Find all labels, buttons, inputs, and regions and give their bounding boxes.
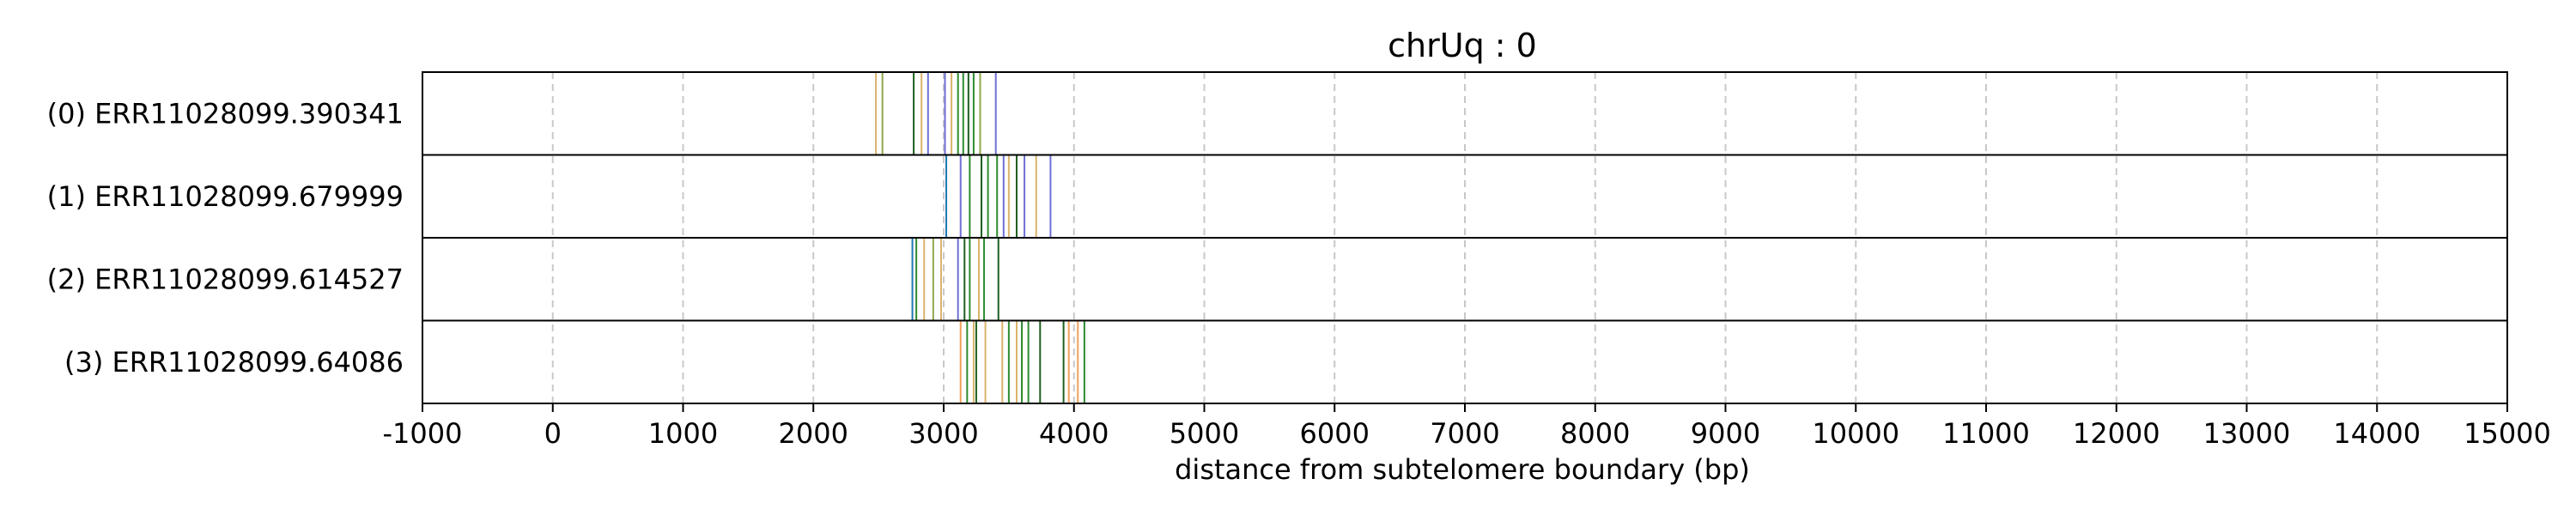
- x-tick-label: 11000: [1942, 417, 2030, 450]
- x-tick-label: 3000: [908, 417, 978, 450]
- x-tick-label: 14000: [2333, 417, 2421, 450]
- event-layer: [875, 72, 1085, 403]
- x-tick-label: 5000: [1170, 417, 1239, 450]
- row-label-layer: (0) ERR11028099.390341 (1) ERR11028099.67…: [47, 97, 404, 379]
- x-axis-label: distance from subtelomere boundary (bp): [1175, 453, 1750, 486]
- x-tick-label: 6000: [1300, 417, 1370, 450]
- x-tick-label: 7000: [1430, 417, 1499, 450]
- x-tick-label: 2000: [779, 417, 848, 450]
- x-tick-label: -1000: [383, 417, 463, 450]
- x-axis-ticks: -1000 0 1000 2000 3000 4000 5000 6000 7000 8000 90…: [383, 403, 2551, 450]
- x-tick-label: 4000: [1039, 417, 1109, 450]
- row-label: (0) ERR11028099.390341: [47, 97, 404, 130]
- x-tick-label: 13000: [2203, 417, 2291, 450]
- x-tick-label: 9000: [1691, 417, 1760, 450]
- x-tick-label: 1000: [648, 417, 718, 450]
- x-tick-label: 10000: [1812, 417, 1899, 450]
- chart-title: chrUq : 0: [1388, 27, 1537, 64]
- x-tick-label: 12000: [2073, 417, 2160, 450]
- row-label: (1) ERR11028099.679999: [47, 180, 404, 213]
- x-tick-label: 15000: [2464, 417, 2551, 450]
- x-tick-label: 0: [544, 417, 562, 450]
- x-tick-label: 8000: [1560, 417, 1630, 450]
- row-label: (2) ERR11028099.614527: [47, 263, 404, 295]
- row-label: (3) ERR11028099.64086: [64, 346, 404, 379]
